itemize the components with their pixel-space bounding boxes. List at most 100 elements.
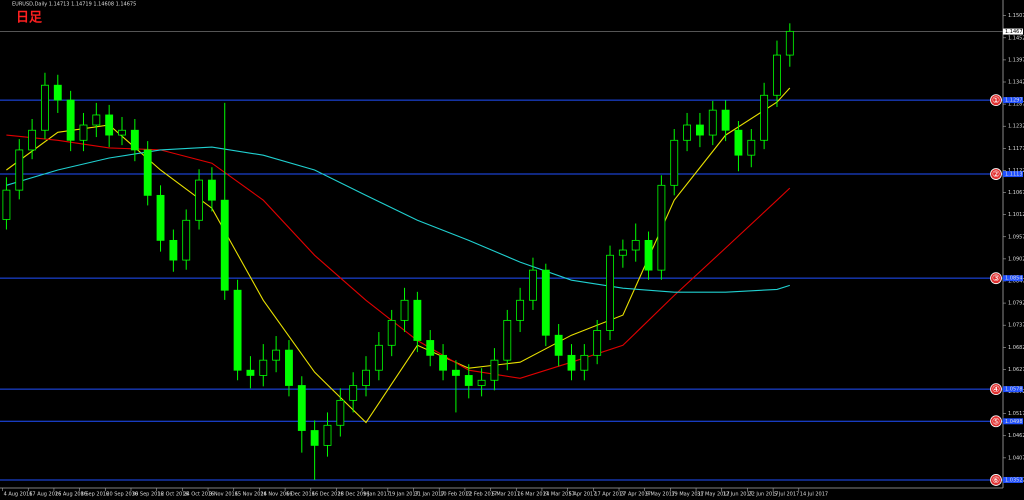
- level-marker: [990, 272, 1002, 285]
- level-price-box: [1003, 97, 1023, 104]
- y-tick-label: 1.0902: [1008, 256, 1024, 262]
- candle-body: [593, 330, 602, 356]
- level-price: 1.0578: [1005, 387, 1023, 393]
- level-price: 1.1297: [1005, 98, 1023, 104]
- candle-body: [721, 109, 730, 131]
- y-tick-label: 1.1232: [1008, 124, 1024, 130]
- y-tick-label: 1.1452: [1008, 35, 1024, 41]
- candle-body: [374, 344, 383, 371]
- candle-body: [2, 189, 11, 220]
- y-tick-label: 1.1012: [1008, 212, 1024, 218]
- candle-body: [297, 385, 306, 431]
- candle-body: [541, 269, 550, 336]
- candle-body: [516, 299, 525, 321]
- y-tick-label: 1.0682: [1008, 345, 1024, 351]
- candle-body: [618, 249, 627, 256]
- candle-body: [477, 379, 486, 386]
- candle-body: [195, 179, 203, 221]
- x-tick-label: 5 Jul 2017: [774, 492, 799, 498]
- candle-body: [387, 319, 396, 346]
- candle-body: [118, 129, 126, 136]
- y-tick-label: 1.0462: [1008, 433, 1024, 439]
- candle-body: [490, 359, 499, 381]
- x-tick-label: 16 Mar 2017: [517, 492, 549, 498]
- x-tick-label: 12 Oct 2016: [158, 492, 189, 498]
- x-tick-label: 20 Sep 2016: [106, 492, 138, 498]
- x-tick-label: 22 Jun 2017: [748, 492, 778, 498]
- candle-body: [349, 385, 358, 401]
- x-tick-label: 26 Aug 2016: [55, 492, 87, 498]
- candle-body: [580, 354, 589, 371]
- chart-title: 日足: [16, 11, 43, 26]
- candle-body: [336, 399, 345, 426]
- candle-body: [169, 239, 178, 261]
- candle-body: [657, 184, 666, 271]
- x-tick-label: 27 Apr 2017: [620, 492, 651, 498]
- level-price-box: [1003, 418, 1023, 425]
- level-marker: [990, 415, 1002, 428]
- y-tick-label: 1.0627: [1008, 367, 1024, 373]
- x-tick-label: 24 Oct 2016: [183, 492, 214, 498]
- candle-body: [567, 354, 576, 371]
- y-tick-label: 1.0517: [1008, 411, 1024, 417]
- y-tick-label: 1.1067: [1008, 190, 1024, 196]
- candle-body: [92, 114, 101, 126]
- candle-body: [683, 124, 692, 141]
- x-tick-label: 8 Sep 2016: [81, 492, 110, 498]
- x-tick-label: 19 May 2017: [671, 492, 704, 498]
- level-label: ②: [992, 170, 1000, 180]
- candle-body: [439, 354, 447, 371]
- x-tick-label: 17 Aug 2016: [29, 492, 61, 498]
- candle-body: [207, 179, 216, 201]
- x-tick-label: 10 Feb 2017: [440, 492, 471, 498]
- x-tick-label: 17 Apr 2017: [594, 492, 625, 498]
- candle-body: [310, 430, 319, 446]
- y-tick-label: 1.1177: [1008, 146, 1024, 152]
- candle-body: [130, 129, 139, 151]
- level-label: ③: [992, 274, 1000, 284]
- candle-body: [773, 54, 781, 96]
- x-tick-label: 22 Feb 2017: [466, 492, 497, 498]
- candle-body: [644, 239, 653, 271]
- x-tick-label: 19 Jan 2017: [389, 492, 419, 498]
- candle-body: [53, 84, 62, 101]
- level-price-box: [1003, 275, 1023, 282]
- candle-body: [695, 124, 704, 136]
- level-marker: [990, 168, 1002, 180]
- candle-body: [15, 149, 24, 191]
- candle-body: [246, 369, 255, 376]
- candle-body: [362, 369, 370, 386]
- x-tick-label: 9 Jan 2017: [363, 492, 390, 498]
- candle-body: [413, 299, 422, 341]
- level-marker: [990, 94, 1002, 106]
- symbol-header: EURUSD,Daily 1.14713 1.14719 1.14608 1.1…: [12, 2, 136, 8]
- x-tick-label: 24 Nov 2016: [260, 492, 292, 498]
- candle-body: [708, 109, 717, 136]
- candle-body: [529, 269, 537, 301]
- y-tick-label: 1.1287: [1008, 102, 1024, 108]
- y-tick-label: 1.0957: [1008, 234, 1024, 240]
- candle-body: [400, 299, 409, 321]
- candle-body: [464, 375, 473, 386]
- candle-body: [426, 340, 435, 356]
- x-tick-label: 31 Jan 2017: [415, 492, 445, 498]
- x-tick-label: 5 Apr 2017: [569, 492, 597, 498]
- x-tick-label: 6 Dec 2016: [286, 492, 315, 498]
- level-label: ⑤: [992, 417, 1000, 427]
- candle-body: [285, 349, 293, 386]
- x-tick-label: 16 Dec 2016: [312, 492, 344, 498]
- candle-body: [182, 219, 191, 261]
- candle-body: [272, 349, 281, 361]
- candle-body: [79, 124, 88, 141]
- candle-body: [66, 99, 75, 141]
- current-price-label: 1.14675: [1005, 29, 1024, 35]
- y-tick-label: 1.0792: [1008, 301, 1024, 307]
- candle-body: [631, 239, 640, 251]
- x-tick-label: 9 May 2017: [646, 492, 675, 498]
- x-tick-label: 28 Dec 2016: [337, 492, 369, 498]
- candle-body: [143, 149, 152, 196]
- candle-body: [554, 334, 563, 356]
- candle-body: [734, 129, 743, 156]
